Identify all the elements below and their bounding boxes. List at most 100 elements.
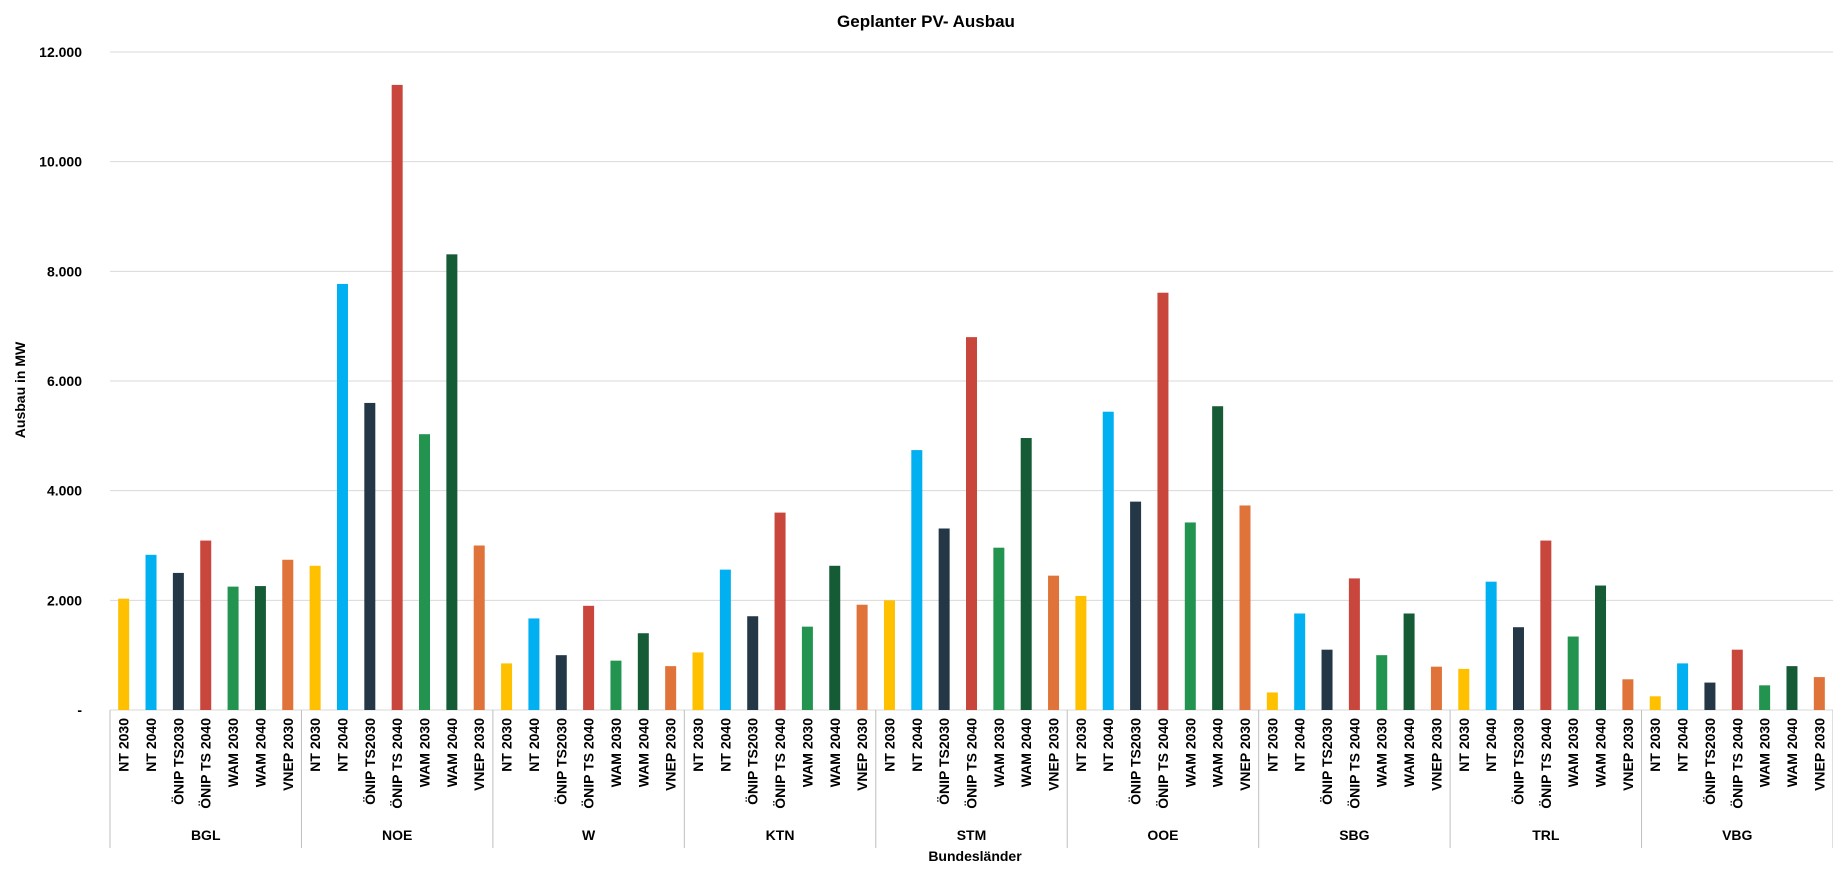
- x-tick-label: ÖNIP TS2030: [1702, 718, 1718, 805]
- bars: [118, 84, 1825, 710]
- bar: [829, 565, 841, 710]
- x-tick-label: ÖNIP TS2030: [1510, 718, 1526, 805]
- x-tick-label: VNEP 2030: [854, 718, 870, 791]
- x-tick-label: ÖNIP TS 2040: [198, 718, 214, 809]
- x-tick-label: WAM 2030: [1565, 718, 1581, 787]
- group-label: STM: [957, 827, 987, 843]
- y-tick-label: 10.000: [39, 154, 82, 170]
- bar: [583, 605, 595, 710]
- bar: [1813, 677, 1825, 710]
- x-tick-label: VNEP 2030: [663, 718, 679, 791]
- x-tick-label: WAM 2040: [827, 718, 843, 787]
- bar: [1458, 668, 1470, 710]
- y-axis-ticks: - 2.000 4.000 6.000 8.000 10.000 12.000: [39, 44, 82, 718]
- x-tick-label: ÖNIP TS2030: [362, 718, 378, 805]
- bar: [391, 84, 403, 710]
- x-tick-label: WAM 2040: [1593, 718, 1609, 787]
- bar: [665, 666, 677, 710]
- bar: [309, 565, 321, 710]
- x-tick-label: NT 2030: [499, 718, 515, 772]
- x-tick-label: NT 2040: [717, 718, 733, 772]
- group-label: OOE: [1147, 827, 1178, 843]
- bar: [1212, 406, 1224, 710]
- x-tick-label: WAM 2030: [991, 718, 1007, 787]
- x-tick-label: VNEP 2030: [1428, 718, 1444, 791]
- group-label: TRL: [1532, 827, 1560, 843]
- y-tick-label: 4.000: [47, 483, 82, 499]
- bar: [1677, 663, 1689, 710]
- y-tick-label: 2.000: [47, 592, 82, 608]
- x-tick-label: ÖNIP TS2030: [936, 718, 952, 805]
- x-axis-label: Bundesländer: [928, 848, 1022, 864]
- bar: [1485, 581, 1497, 710]
- x-tick-label: WAM 2030: [1374, 718, 1390, 787]
- x-tick-label: VNEP 2030: [1811, 718, 1827, 791]
- group-label: SBG: [1339, 827, 1369, 843]
- x-tick-label: NT 2030: [116, 718, 132, 772]
- y-tick-label: 12.000: [39, 44, 82, 60]
- x-tick-label: ÖNIP TS 2040: [1155, 718, 1171, 809]
- bar: [419, 434, 431, 710]
- x-tick-label: WAM 2040: [252, 718, 268, 787]
- bar: [1704, 682, 1716, 710]
- bar: [1020, 438, 1032, 710]
- x-tick-label: NT 2030: [1264, 718, 1280, 772]
- x-tick-label: NT 2040: [526, 718, 542, 772]
- group-label: NOE: [382, 827, 412, 843]
- y-tick-label: -: [77, 702, 82, 718]
- bar: [1294, 613, 1306, 710]
- x-tick-label: WAM 2030: [608, 718, 624, 787]
- bar: [528, 618, 540, 710]
- bar: [1567, 636, 1579, 710]
- bar: [1348, 578, 1360, 710]
- bar: [1540, 540, 1552, 710]
- bar: [1512, 627, 1524, 710]
- bar: [883, 600, 895, 710]
- bar: [911, 450, 923, 710]
- bar: [938, 528, 950, 710]
- x-tick-label: NT 2030: [1073, 718, 1089, 772]
- x-tick-label: WAM 2040: [444, 718, 460, 787]
- x-tick-label: WAM 2030: [799, 718, 815, 787]
- x-tick-label: NT 2040: [909, 718, 925, 772]
- x-tick-label: WAM 2030: [417, 718, 433, 787]
- bar: [1731, 649, 1743, 710]
- group-separators: [109, 710, 1833, 848]
- bar: [254, 586, 266, 710]
- bar: [172, 572, 184, 710]
- bar: [227, 586, 239, 710]
- bar: [200, 540, 212, 710]
- x-tick-label: NT 2040: [143, 718, 159, 772]
- bar: [145, 554, 157, 710]
- bar: [1239, 505, 1251, 710]
- bar: [1430, 666, 1442, 710]
- x-tick-label: ÖNIP TS2030: [170, 718, 186, 805]
- group-label: W: [582, 827, 596, 843]
- group-label: KTN: [766, 827, 795, 843]
- x-tick-label: NT 2030: [690, 718, 706, 772]
- x-tick-label: NT 2040: [334, 718, 350, 772]
- group-label: BGL: [191, 827, 221, 843]
- bar: [1595, 585, 1607, 710]
- x-tick-label: WAM 2030: [225, 718, 241, 787]
- x-tick-label: NT 2030: [307, 718, 323, 772]
- y-tick-label: 6.000: [47, 373, 82, 389]
- x-tick-label: ÖNIP TS 2040: [1729, 718, 1745, 809]
- x-tick-label: ÖNIP TS 2040: [772, 718, 788, 809]
- x-tick-label: WAM 2040: [1210, 718, 1226, 787]
- bar: [364, 402, 376, 710]
- x-tick-label: WAM 2040: [1018, 718, 1034, 787]
- bar: [1759, 685, 1771, 710]
- bar: [1048, 575, 1060, 710]
- bar: [473, 545, 485, 710]
- bar: [555, 655, 567, 710]
- x-tick-label: VNEP 2030: [1046, 718, 1062, 791]
- x-tick-label: NT 2030: [881, 718, 897, 772]
- x-tick-label: WAM 2040: [635, 718, 651, 787]
- x-tick-label: WAM 2040: [1784, 718, 1800, 787]
- bar: [1184, 522, 1196, 710]
- bar: [1102, 411, 1114, 710]
- x-tick-label: VNEP 2030: [471, 718, 487, 791]
- bar: [1130, 501, 1142, 710]
- x-tick-label: NT 2040: [1100, 718, 1116, 772]
